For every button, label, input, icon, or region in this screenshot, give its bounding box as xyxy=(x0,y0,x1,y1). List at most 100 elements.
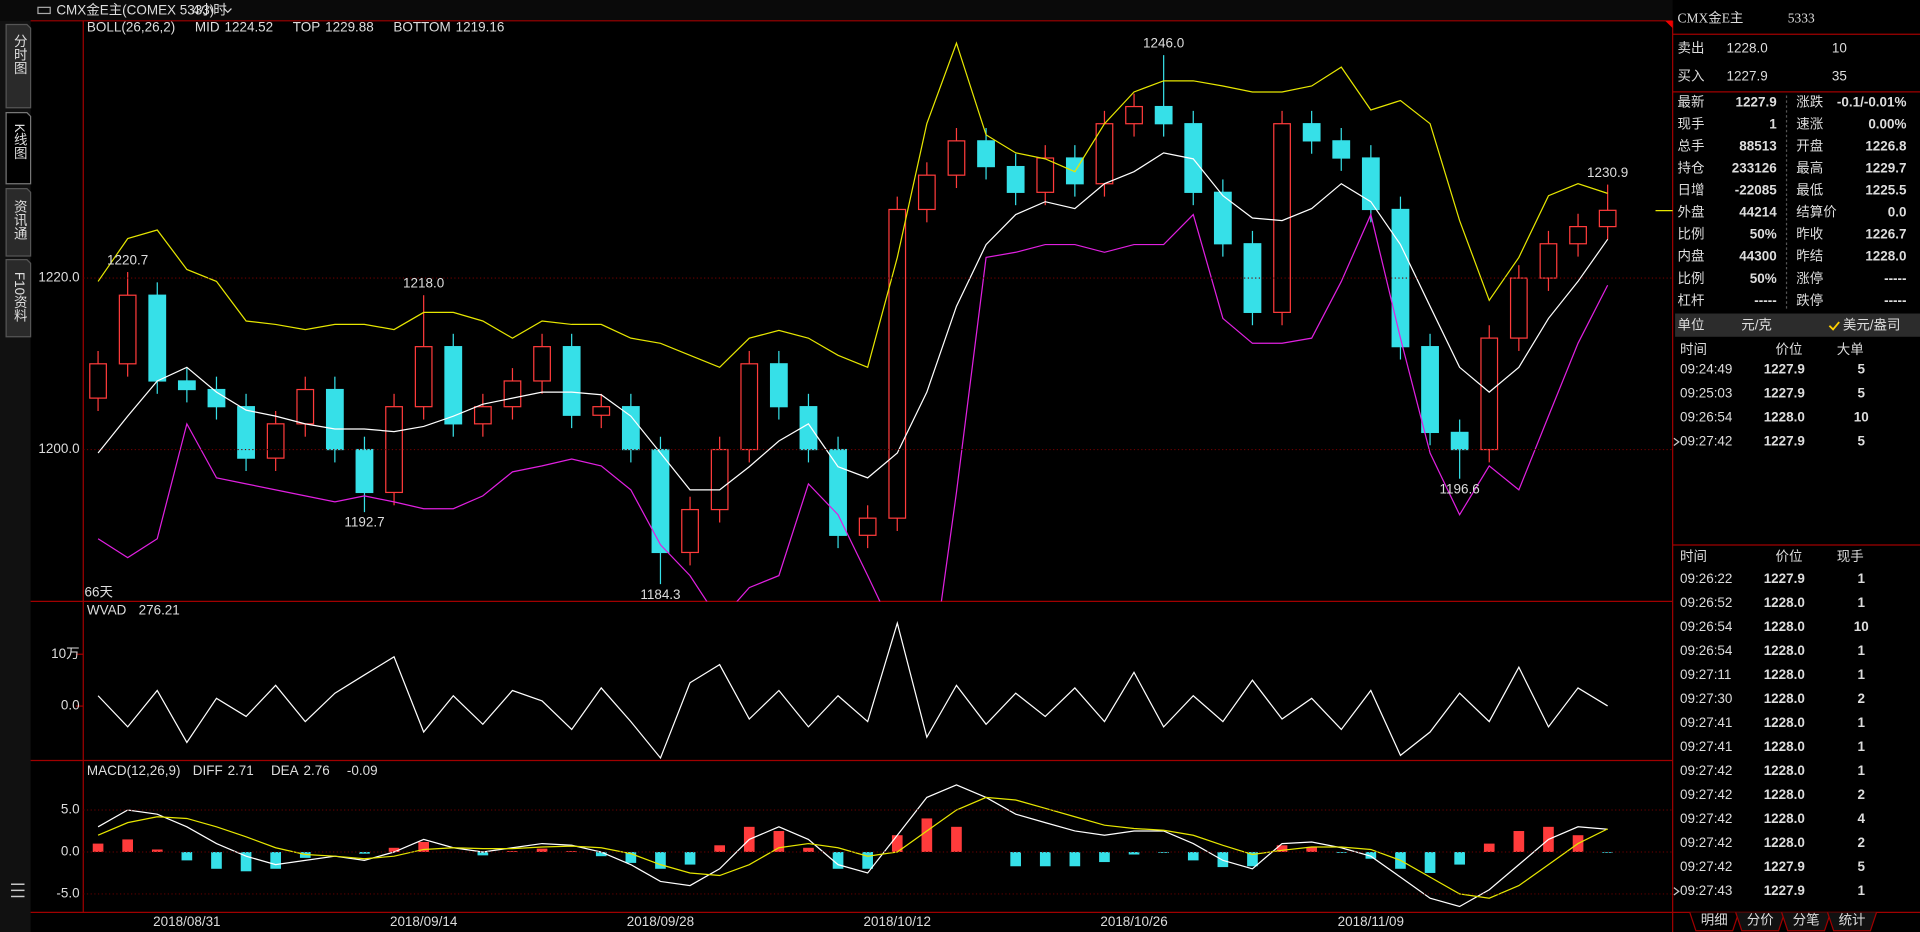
macd-bar xyxy=(240,851,252,872)
tab-bg-active[interactable] xyxy=(5,112,32,185)
macd-bar xyxy=(655,851,666,869)
indicator-line xyxy=(97,41,1608,369)
trade-price: 1227.9 xyxy=(1764,859,1805,874)
trade-time: 09:27:42 xyxy=(1680,811,1732,826)
quote-label: 外盘 xyxy=(1678,204,1705,220)
quote-value: 1225.5 xyxy=(1865,183,1907,198)
quote-label: 比例 xyxy=(1678,227,1705,242)
tab-shape[interactable] xyxy=(1826,912,1878,932)
price-annotation: 1218.0 xyxy=(403,276,444,291)
indicator-line xyxy=(97,212,1609,602)
trade-volume: 4 xyxy=(1857,811,1865,826)
sidebar-tab[interactable]: K线图 xyxy=(12,124,28,160)
tab-shape[interactable] xyxy=(1735,912,1786,932)
candle-body xyxy=(1598,209,1617,228)
period-label: 66天 xyxy=(84,584,112,599)
unit-option[interactable]: 美元/盎司 xyxy=(1843,317,1901,332)
table-header: 时间 xyxy=(1680,549,1707,564)
trade-volume: 1 xyxy=(1857,715,1865,730)
candle-body xyxy=(414,346,433,408)
candle-body xyxy=(858,517,877,536)
macd-bar xyxy=(122,839,133,852)
trade-time: 09:25:03 xyxy=(1680,385,1732,400)
candle-body xyxy=(148,294,167,382)
macd-bar xyxy=(921,818,933,852)
trade-time: 09:27:41 xyxy=(1680,739,1732,754)
trade-time: 09:27:30 xyxy=(1680,691,1732,706)
quote-value: 1226.8 xyxy=(1865,139,1907,154)
sidebar-tab[interactable]: 分时图 xyxy=(12,34,28,75)
trade-volume: 1 xyxy=(1857,667,1865,682)
tab-shape[interactable] xyxy=(1781,912,1832,932)
sidebar-tab[interactable]: 资讯通 xyxy=(12,199,28,241)
legend-text: MID xyxy=(195,20,220,35)
macd-bar xyxy=(862,851,873,869)
candle-body xyxy=(917,174,936,211)
trade-price: 1228.0 xyxy=(1764,595,1805,610)
quote-label: 涨跌 xyxy=(1796,94,1823,109)
check-icon[interactable] xyxy=(1828,321,1840,331)
unit-bar xyxy=(1675,313,1920,337)
quote-label: 最低 xyxy=(1796,183,1823,198)
macd-bar xyxy=(1276,845,1288,852)
candle-body xyxy=(355,448,374,494)
candle-body xyxy=(1539,243,1558,279)
candle-body xyxy=(710,448,729,511)
trade-volume: 1 xyxy=(1857,739,1865,754)
book-label: 卖出 xyxy=(1678,41,1705,56)
tab-bg[interactable] xyxy=(5,23,32,109)
y-tick-label: 5.0 xyxy=(61,802,80,817)
trade-price: 1228.0 xyxy=(1764,739,1805,754)
quote-value: 1228.0 xyxy=(1865,249,1906,264)
price-annotation: 1230.9 xyxy=(1587,165,1628,180)
macd-bar xyxy=(1247,851,1258,867)
macd-bar xyxy=(359,851,370,854)
candle-body xyxy=(325,388,344,451)
quote-label: 昨收 xyxy=(1796,227,1823,242)
panel-tab[interactable]: 明细 xyxy=(1701,913,1728,928)
unit-option[interactable]: 元/克 xyxy=(1741,317,1772,332)
macd-bar xyxy=(684,851,696,865)
candle-body xyxy=(533,346,551,382)
candle-body xyxy=(385,406,403,494)
indicator-line xyxy=(97,620,1608,760)
menu-icon[interactable] xyxy=(37,6,51,15)
panel-tab[interactable]: 统计 xyxy=(1839,913,1866,928)
trade-time: 09:27:42 xyxy=(1680,859,1732,874)
tab-bg[interactable] xyxy=(5,259,32,338)
macd-bar xyxy=(1365,851,1377,859)
macd-bar xyxy=(595,851,607,857)
y-tick-label: 1220.0 xyxy=(38,270,79,285)
macd-bar xyxy=(714,845,725,852)
quote-value: 1 xyxy=(1769,116,1777,131)
candle-body xyxy=(562,346,581,416)
trade-time: 09:26:22 xyxy=(1680,571,1732,586)
tab-bg[interactable] xyxy=(5,187,32,257)
period-selector[interactable]: 4小时 xyxy=(192,3,226,18)
candle-body xyxy=(947,140,966,176)
macd-bar xyxy=(418,841,429,852)
candle-body xyxy=(1036,157,1055,193)
tab-shape[interactable] xyxy=(1689,912,1740,932)
wvad-plot xyxy=(97,620,1608,760)
sidebar-tab[interactable]: F10资料 xyxy=(12,272,28,323)
y-tick-label: -5.0 xyxy=(56,886,79,901)
panel-tab[interactable]: 分价 xyxy=(1747,913,1774,928)
trade-price: 1228.0 xyxy=(1764,715,1805,730)
quote-value: ----- xyxy=(1884,293,1906,308)
candle-body xyxy=(592,406,611,416)
book-price: 1228.0 xyxy=(1727,41,1768,56)
x-tick-label: 2018/11/09 xyxy=(1338,914,1404,929)
trade-volume: 10 xyxy=(1854,619,1869,634)
list-icon[interactable] xyxy=(11,883,25,898)
quote-label: 现手 xyxy=(1678,116,1705,131)
candle-body xyxy=(1184,123,1203,193)
quote-value: 0.00% xyxy=(1868,116,1906,131)
trade-volume: 5 xyxy=(1857,433,1865,448)
trade-price: 1228.0 xyxy=(1764,787,1805,802)
panel-tab[interactable]: 分笔 xyxy=(1793,913,1820,928)
macd-bar xyxy=(1217,851,1229,868)
trade-volume: 1 xyxy=(1857,643,1865,658)
dropdown-arrow[interactable] xyxy=(223,8,232,14)
